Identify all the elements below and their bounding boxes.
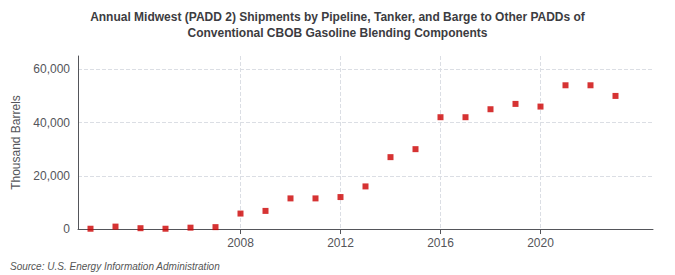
svg-text:Thousand Barrels: Thousand Barrels: [9, 95, 23, 190]
svg-text:0: 0: [63, 222, 70, 236]
svg-text:2008: 2008: [227, 236, 254, 250]
svg-text:20,000: 20,000: [33, 169, 70, 183]
svg-text:Source: U.S. Energy Informatio: Source: U.S. Energy Information Administ…: [10, 261, 220, 272]
svg-text:40,000: 40,000: [33, 116, 70, 130]
svg-text:2012: 2012: [327, 236, 354, 250]
svg-text:2016: 2016: [427, 236, 454, 250]
svg-text:60,000: 60,000: [33, 62, 70, 76]
svg-text:Conventional CBOB Gasoline Ble: Conventional CBOB Gasoline Blending Comp…: [187, 26, 487, 40]
svg-text:Annual Midwest (PADD 2) Shipme: Annual Midwest (PADD 2) Shipments by Pip…: [90, 10, 586, 24]
svg-text:2020: 2020: [527, 236, 554, 250]
